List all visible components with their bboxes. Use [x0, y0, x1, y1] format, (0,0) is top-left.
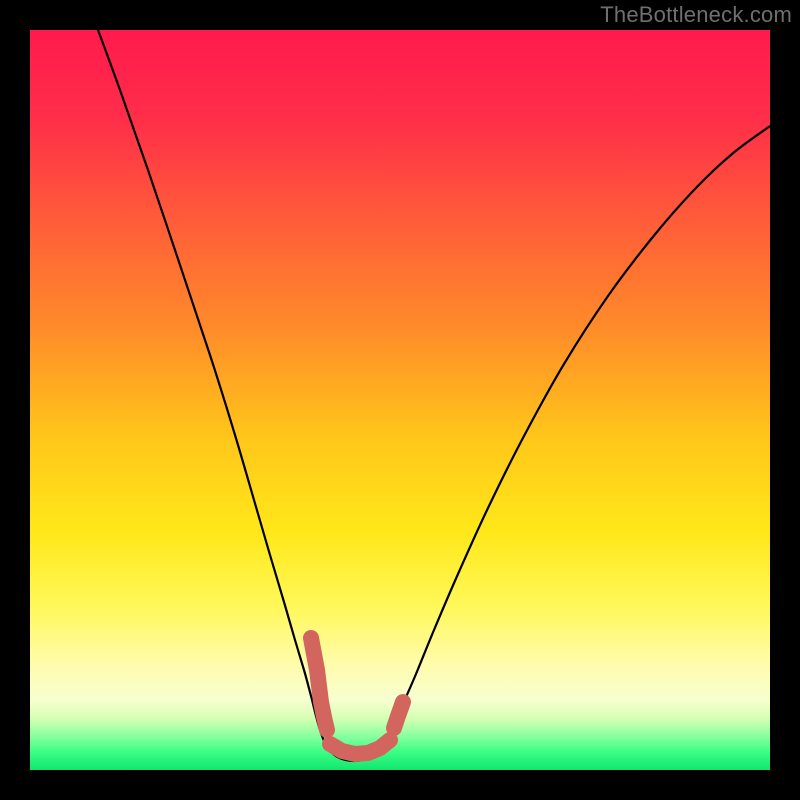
plot-background — [30, 30, 770, 770]
highlight-segment — [394, 702, 403, 728]
bottleneck-chart — [0, 0, 800, 800]
chart-frame: TheBottleneck.com — [0, 0, 800, 800]
watermark-text: TheBottleneck.com — [600, 2, 792, 28]
